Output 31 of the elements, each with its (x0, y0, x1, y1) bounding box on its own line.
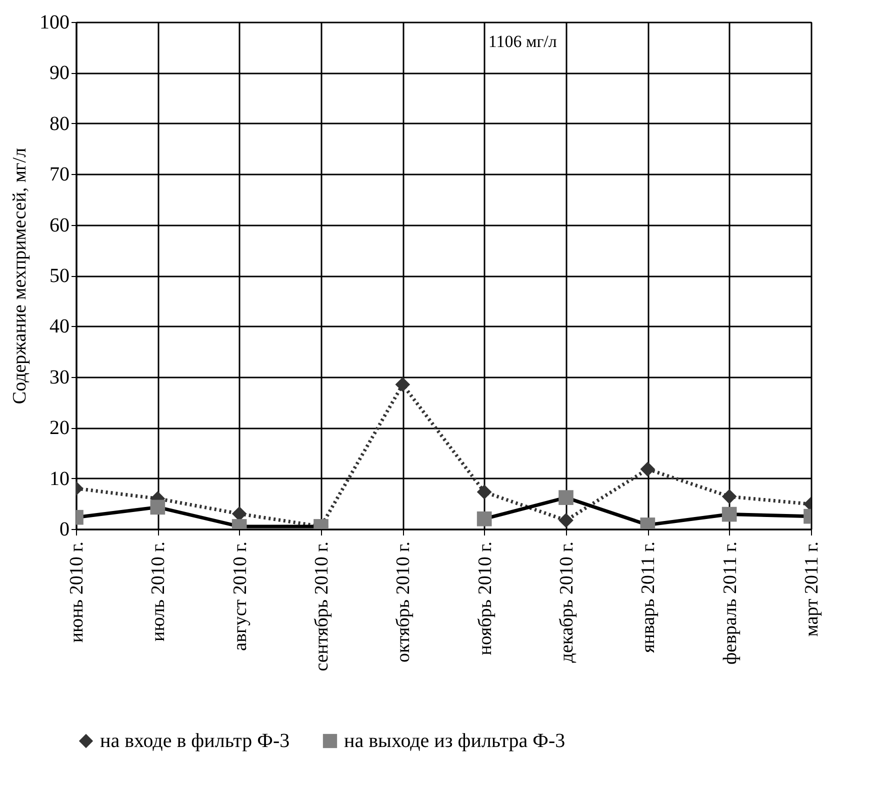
x-tick-label: февраль 2011 г. (720, 542, 741, 665)
x-tick-label: октябрь 2010 г. (393, 542, 414, 663)
x-tick-label: ноябрь 2010 г. (474, 542, 496, 656)
y-tick-label: 0 (60, 518, 70, 540)
y-tick-label: 70 (50, 164, 70, 186)
point (640, 462, 656, 477)
x-tick-label: июнь 2010 г. (66, 542, 88, 643)
point (395, 377, 410, 392)
y-tick-label: 10 (50, 468, 70, 490)
x-tick-label: июль 2010 г. (148, 542, 170, 642)
y-tick-label: 80 (50, 112, 70, 135)
y-tick-label: 90 (50, 62, 70, 84)
y-axis-title: Содержание мехпримесей, мг/л (10, 147, 30, 404)
y-tick-label: 100 (40, 12, 70, 34)
x-tick-label: декабрь 2010 г. (556, 542, 578, 663)
y-tick-label: 60 (50, 214, 70, 236)
legend-label: на входе в фильтр Ф-3 (100, 730, 290, 752)
point (232, 506, 247, 522)
y-tick-label: 20 (50, 417, 70, 440)
x-tick-label: сентябрь 2010 г. (312, 542, 332, 672)
x-tick-label: март 2011 г. (802, 542, 822, 637)
legend-label: на выходе из фильтра Ф-3 (344, 730, 566, 752)
x-tick-label: август 2010 г. (230, 542, 251, 651)
point (722, 489, 737, 504)
point (558, 512, 574, 528)
y-tick-label: 30 (50, 366, 70, 388)
y-tick-label: 50 (50, 265, 70, 287)
x-tick-label: январь 2011 г. (638, 542, 660, 653)
point (476, 484, 492, 500)
annotation: 1106 мг/л (488, 32, 558, 51)
y-tick-label: 40 (50, 316, 70, 338)
